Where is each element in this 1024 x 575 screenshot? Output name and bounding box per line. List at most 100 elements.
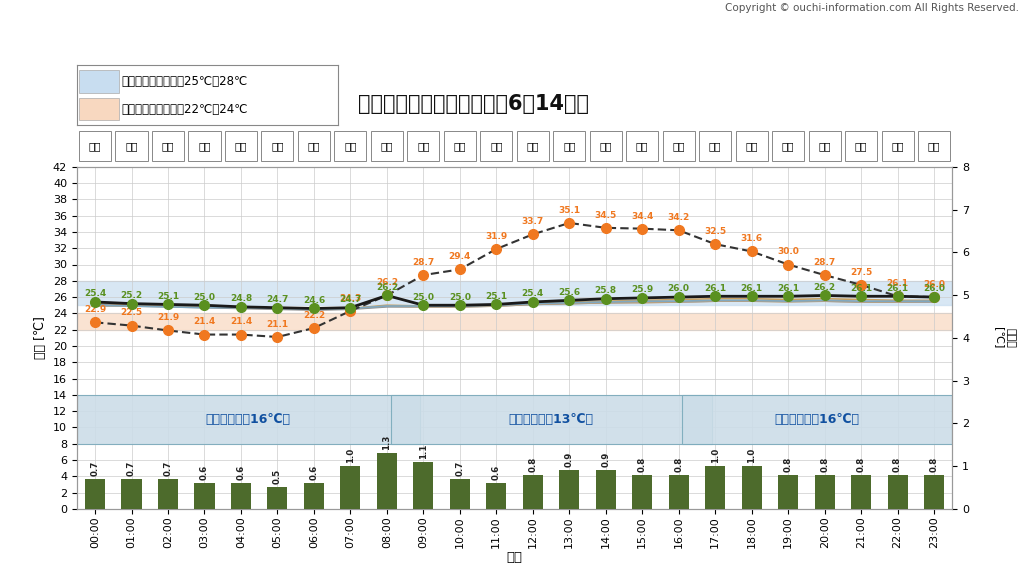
Text: Copyright © ouchi-information.com All Rights Reserved.: Copyright © ouchi-information.com All Ri… [725,3,1019,13]
Text: 晴れ: 晴れ [344,141,356,151]
Text: 26.1: 26.1 [887,283,908,293]
FancyBboxPatch shape [408,131,439,161]
Text: 30.0: 30.0 [777,247,799,256]
Text: 晴れ: 晴れ [891,141,904,151]
FancyBboxPatch shape [627,131,658,161]
FancyBboxPatch shape [480,131,512,161]
FancyBboxPatch shape [371,131,402,161]
FancyBboxPatch shape [882,131,913,161]
Bar [523,475,543,509]
Text: 晴れ: 晴れ [125,141,138,151]
Text: 0.5: 0.5 [273,469,282,485]
Text: 晴れ: 晴れ [490,141,503,151]
Bar [486,483,506,509]
Text: 0.6: 0.6 [237,465,246,480]
Text: 0.8: 0.8 [820,457,829,471]
Text: 0.8: 0.8 [893,457,902,471]
Text: 晴れ: 晴れ [526,141,539,151]
Text: 21.1: 21.1 [266,320,289,329]
Text: 冬場の目標温度域：22℃～24℃: 冬場の目標温度域：22℃～24℃ [121,102,248,116]
FancyBboxPatch shape [80,70,119,93]
Text: 25.8: 25.8 [595,286,616,295]
Bar [377,453,397,509]
Bar [632,475,652,509]
Text: 0.6: 0.6 [492,465,501,480]
Bar [778,475,798,509]
Bar [77,281,952,305]
FancyBboxPatch shape [335,131,367,161]
Text: 26.2: 26.2 [814,283,836,292]
FancyBboxPatch shape [735,131,768,161]
Text: 22.9: 22.9 [84,305,106,314]
Text: 31.6: 31.6 [740,235,763,243]
FancyBboxPatch shape [663,131,694,161]
Text: 晴れ: 晴れ [199,141,211,151]
FancyBboxPatch shape [809,131,841,161]
FancyBboxPatch shape [79,131,111,161]
Text: 35.1: 35.1 [558,206,581,215]
Text: 34.5: 34.5 [595,210,616,220]
FancyBboxPatch shape [116,131,147,161]
Text: 晴れ: 晴れ [745,141,758,151]
Text: 26.1: 26.1 [850,283,872,293]
Bar [122,479,141,509]
FancyBboxPatch shape [553,131,586,161]
Text: 晴れ: 晴れ [928,141,940,151]
Text: 24.7: 24.7 [266,295,289,304]
Text: 27.5: 27.5 [850,268,872,277]
Text: 晴れ: 晴れ [234,141,247,151]
X-axis label: 時間: 時間 [507,551,522,564]
Text: 33.7: 33.7 [521,217,544,226]
Text: 25.4: 25.4 [521,289,544,298]
Text: 34.2: 34.2 [668,213,690,222]
Text: 29.4: 29.4 [449,252,471,261]
FancyBboxPatch shape [443,131,476,161]
Text: 1.0: 1.0 [346,448,355,463]
Bar [304,483,324,509]
Text: 24.7: 24.7 [339,295,361,304]
Text: 24.3: 24.3 [339,294,361,303]
Text: 晴れ: 晴れ [636,141,648,151]
Text: 26.1: 26.1 [740,283,763,293]
Text: 1.0: 1.0 [711,448,720,463]
FancyBboxPatch shape [517,131,549,161]
Text: 34.4: 34.4 [631,212,653,221]
Text: 冷房（水温：13℃）: 冷房（水温：13℃） [509,413,594,426]
Text: 0.7: 0.7 [164,461,172,476]
Text: 夏場の目標温度域：25℃～28℃: 夏場の目標温度域：25℃～28℃ [121,75,248,89]
Text: 0.7: 0.7 [127,461,136,476]
Bar [195,483,214,509]
Text: 晴れ: 晴れ [855,141,867,151]
Bar [77,313,952,329]
Bar [706,466,725,509]
Text: 1.0: 1.0 [748,448,756,463]
Text: 32.5: 32.5 [705,227,726,236]
Text: 22.2: 22.2 [303,311,325,320]
Text: 0.8: 0.8 [930,457,939,471]
Text: 0.8: 0.8 [528,457,538,471]
Bar [596,470,615,509]
Bar [77,395,420,444]
Text: 0.7: 0.7 [456,461,464,476]
Bar [158,479,178,509]
Text: 0.8: 0.8 [783,457,793,471]
Text: 0.8: 0.8 [857,457,865,471]
Text: 0.6: 0.6 [309,465,318,480]
Text: 26.0: 26.0 [923,280,945,289]
Text: 0.7: 0.7 [90,461,99,476]
Text: 25.2: 25.2 [121,291,142,300]
Text: 28.7: 28.7 [413,258,434,267]
FancyBboxPatch shape [188,131,220,161]
Text: 晴れ: 晴れ [381,141,393,151]
Text: 冷房（水温：16℃）: 冷房（水温：16℃） [206,413,291,426]
FancyBboxPatch shape [845,131,878,161]
Text: 25.1: 25.1 [485,292,507,301]
Text: 晴れ: 晴れ [89,141,101,151]
Text: 25.0: 25.0 [449,293,471,301]
Bar [669,475,689,509]
Text: 22.5: 22.5 [121,308,142,317]
Text: 25.6: 25.6 [558,288,581,297]
Text: 26.1: 26.1 [887,279,908,288]
Text: 26.2: 26.2 [376,278,398,288]
Text: 31.9: 31.9 [485,232,508,241]
